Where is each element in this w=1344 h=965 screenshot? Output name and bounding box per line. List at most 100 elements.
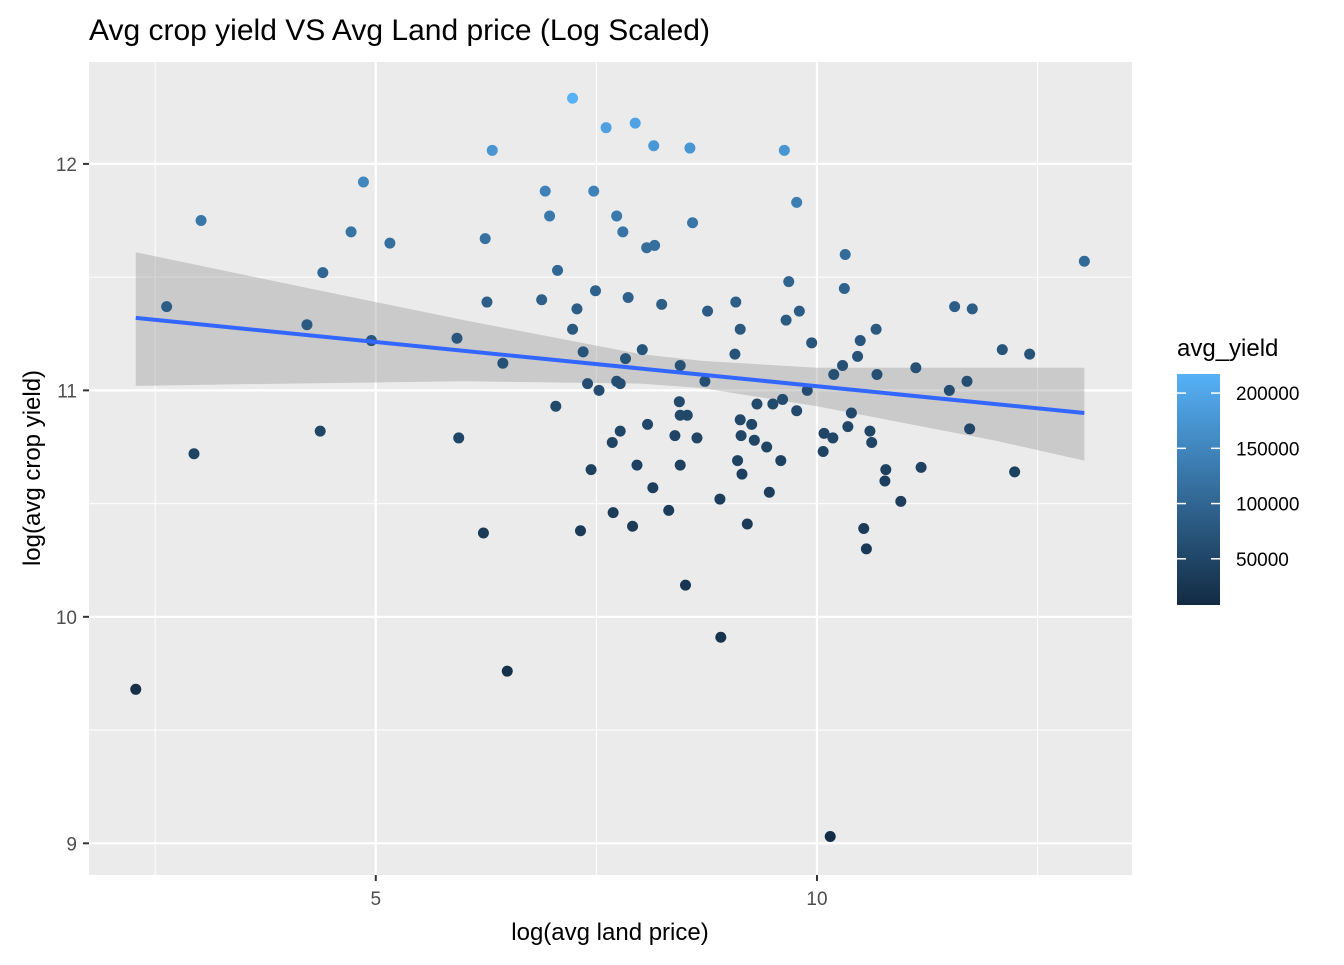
point bbox=[777, 393, 789, 405]
x-tick-label: 5 bbox=[370, 889, 381, 910]
point bbox=[793, 305, 805, 317]
point bbox=[674, 359, 686, 371]
point bbox=[674, 459, 686, 471]
point bbox=[317, 267, 329, 279]
point bbox=[582, 378, 594, 390]
point bbox=[817, 446, 829, 458]
y-tick-label: 9 bbox=[66, 834, 77, 855]
y-tick-label: 10 bbox=[56, 608, 77, 629]
point bbox=[550, 400, 562, 412]
point bbox=[828, 369, 840, 381]
point bbox=[614, 425, 626, 437]
point bbox=[684, 142, 696, 154]
y-tick-label: 11 bbox=[57, 381, 77, 402]
point bbox=[301, 319, 313, 331]
point bbox=[673, 396, 685, 408]
point bbox=[617, 226, 629, 238]
point bbox=[642, 418, 654, 430]
point bbox=[915, 461, 927, 473]
point bbox=[827, 432, 839, 444]
point bbox=[845, 407, 857, 419]
point bbox=[801, 384, 813, 396]
point bbox=[687, 217, 699, 229]
point bbox=[839, 248, 851, 260]
point bbox=[606, 436, 618, 448]
point bbox=[858, 523, 870, 535]
point bbox=[614, 378, 626, 390]
point bbox=[961, 375, 973, 387]
point bbox=[767, 398, 779, 410]
point bbox=[871, 369, 883, 381]
point bbox=[1009, 466, 1021, 478]
point bbox=[663, 504, 675, 516]
point bbox=[681, 409, 693, 421]
point bbox=[497, 357, 509, 369]
point bbox=[943, 384, 955, 396]
point bbox=[656, 298, 668, 310]
point bbox=[1078, 255, 1090, 267]
point bbox=[574, 525, 586, 537]
point bbox=[910, 362, 922, 374]
point bbox=[732, 455, 744, 467]
point bbox=[195, 215, 207, 227]
y-axis-label: log(avg crop yield) bbox=[19, 370, 46, 566]
point bbox=[791, 405, 803, 417]
legend-tick-label: 50000 bbox=[1236, 550, 1289, 571]
point bbox=[818, 427, 830, 439]
point bbox=[345, 226, 357, 238]
point bbox=[680, 579, 692, 591]
point bbox=[866, 436, 878, 448]
point bbox=[691, 432, 703, 444]
point bbox=[571, 303, 583, 315]
point bbox=[852, 350, 864, 362]
point bbox=[730, 296, 742, 308]
point bbox=[481, 296, 493, 308]
legend-tick-label: 200000 bbox=[1236, 384, 1299, 405]
point bbox=[748, 434, 760, 446]
point bbox=[949, 301, 961, 313]
point bbox=[593, 384, 605, 396]
point bbox=[357, 176, 369, 188]
point bbox=[734, 323, 746, 335]
point bbox=[735, 430, 747, 442]
point bbox=[588, 185, 600, 197]
point bbox=[627, 520, 639, 532]
point bbox=[477, 527, 489, 539]
point bbox=[746, 418, 758, 430]
point bbox=[879, 475, 891, 487]
colorbar bbox=[1177, 374, 1220, 605]
point bbox=[577, 346, 589, 358]
point bbox=[451, 332, 463, 344]
point bbox=[880, 464, 892, 476]
point bbox=[702, 305, 714, 317]
point bbox=[806, 337, 818, 349]
point bbox=[734, 414, 746, 426]
x-tick-label: 10 bbox=[806, 889, 827, 910]
point bbox=[648, 140, 660, 152]
point bbox=[966, 303, 978, 315]
point bbox=[837, 359, 849, 371]
point bbox=[544, 210, 556, 222]
point bbox=[622, 292, 634, 304]
point bbox=[1024, 348, 1036, 360]
point bbox=[611, 210, 623, 222]
point bbox=[741, 518, 753, 530]
point bbox=[636, 344, 648, 356]
point bbox=[539, 185, 551, 197]
point bbox=[838, 282, 850, 294]
point bbox=[780, 314, 792, 326]
point bbox=[775, 455, 787, 467]
point bbox=[870, 323, 882, 335]
point bbox=[314, 425, 326, 437]
point bbox=[996, 344, 1008, 356]
point bbox=[552, 264, 564, 276]
point bbox=[864, 425, 876, 437]
point bbox=[761, 441, 773, 453]
plot-panel bbox=[89, 62, 1132, 875]
chart-title: Avg crop yield VS Avg Land price (Log Sc… bbox=[89, 14, 710, 47]
point bbox=[763, 486, 775, 498]
point bbox=[778, 144, 790, 156]
point bbox=[188, 448, 200, 460]
point bbox=[647, 482, 659, 494]
